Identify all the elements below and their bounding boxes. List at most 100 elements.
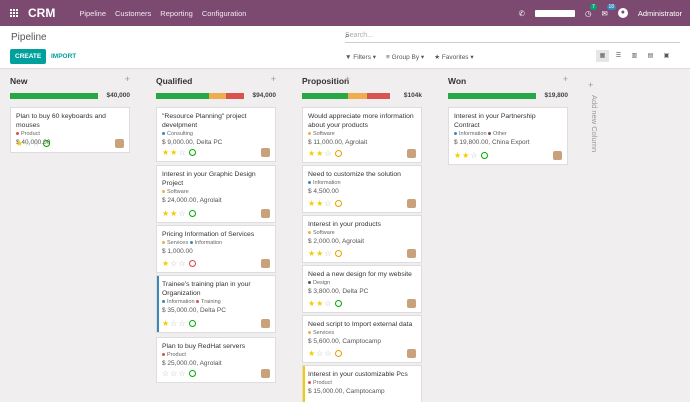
user-avatar[interactable]: ● (617, 8, 628, 18)
filters-dropdown[interactable]: ▼ Filters ▾ (345, 54, 377, 61)
card-title: "Resource Planning" project develpment (162, 113, 247, 129)
messages-badge: 18 (606, 3, 617, 10)
menu-reporting[interactable]: Reporting (160, 8, 193, 18)
kanban-card[interactable]: Interest in your customizable Pcs Produc… (302, 365, 422, 402)
avatar (261, 148, 270, 157)
activity-clock-icon[interactable] (188, 260, 196, 267)
avatar (115, 139, 124, 148)
avatar (553, 151, 562, 160)
card-value: $ 9,000.00, Delta PC (162, 139, 223, 146)
add-column-label[interactable]: Add new Column (590, 95, 599, 153)
kanban-card[interactable]: Pricing Information of Services Services… (156, 225, 276, 273)
menu-customers[interactable]: Customers (115, 8, 152, 18)
top-navbar: CRM Pipeline Customers Reporting Configu… (0, 0, 690, 26)
column-amount: $104k (403, 92, 422, 99)
activity-clock-icon[interactable] (334, 300, 342, 307)
create-button[interactable]: CREATE (10, 49, 47, 64)
card-title: Trainee's training plan in your Organiza… (162, 281, 251, 297)
add-card-icon[interactable]: + (562, 74, 568, 84)
card-title: Would appreciate more information about … (308, 113, 414, 129)
kanban-card[interactable]: Need to customize the solution Informati… (302, 165, 422, 213)
add-card-icon[interactable]: + (344, 74, 350, 84)
add-card-icon[interactable]: + (270, 74, 276, 84)
column-amount: $40,000 (106, 92, 131, 99)
card-value: $ 1,000.00 (162, 248, 193, 255)
avatar (407, 299, 416, 308)
column-won: Won + $19,800 Interest in your Partnershi… (448, 69, 568, 165)
card-value: $ 3,800.00, Delta PC (308, 288, 369, 295)
add-column[interactable]: + Add new Column (588, 80, 602, 152)
search-input[interactable]: Search... ⌕ (345, 31, 680, 43)
card-value: $ 24,000.00, Agrolait (162, 197, 222, 204)
column-title: New (10, 76, 28, 86)
import-button[interactable]: IMPORT (51, 53, 77, 60)
activity-clock-icon[interactable] (188, 320, 196, 327)
column-progress: $94,000 (156, 91, 276, 101)
kanban-view-icon[interactable]: ▦ (596, 50, 609, 62)
column-amount: $94,000 (252, 92, 277, 99)
groupby-dropdown[interactable]: ≡ Group By ▾ (386, 54, 425, 61)
activity-badge: 7 (589, 3, 597, 10)
activity-clock-icon[interactable] (188, 149, 196, 156)
apps-menu-icon[interactable] (0, 9, 28, 17)
kanban-card[interactable]: Need script to Import external data Serv… (302, 315, 422, 363)
card-title: Interest in your customizable Pcs (308, 371, 408, 378)
search-icon[interactable]: ⌕ (345, 31, 350, 40)
activity-clock-icon[interactable] (334, 250, 342, 257)
kanban-card[interactable]: Interest in your Partnership Contract In… (448, 107, 568, 165)
activity-clock-icon[interactable] (42, 140, 50, 147)
column-progress: $40,000 (10, 91, 130, 101)
avatar (261, 369, 270, 378)
activity-clock-icon[interactable] (188, 370, 196, 377)
page-title: Pipeline (11, 32, 47, 43)
kanban-card[interactable]: Interest in your Graphic Design Project … (156, 165, 276, 223)
menu-configuration[interactable]: Configuration (201, 8, 247, 18)
systray-box[interactable] (534, 9, 575, 17)
card-value: $ 40,000.00 (16, 139, 51, 146)
kanban-card[interactable]: "Resource Planning" project develpment C… (156, 107, 276, 162)
activity-icon[interactable]: ◷ 7 (584, 3, 597, 18)
search-placeholder: Search... (345, 32, 374, 39)
avatar (407, 249, 416, 258)
avatar (261, 319, 270, 328)
control-panel: Pipeline CREATE IMPORT Search... ⌕ ▼ Filt… (0, 26, 690, 69)
messages-icon[interactable]: ✉ 18 (601, 3, 617, 18)
favorites-dropdown[interactable]: ★ Favorites ▾ (434, 54, 474, 61)
kanban-card[interactable]: Need a new design for my website Design … (302, 265, 422, 313)
add-card-icon[interactable]: + (124, 74, 130, 84)
star-icon[interactable]: ★ (16, 139, 24, 148)
kanban-card[interactable]: Would appreciate more information about … (302, 107, 422, 163)
activity-clock-icon[interactable] (334, 150, 342, 157)
card-value: $ 25,000.00, Agrolait (162, 360, 222, 367)
activity-clock-icon[interactable] (334, 200, 342, 207)
card-value: $ 19,800.00, China Export (454, 139, 530, 146)
activity-clock-icon[interactable] (480, 152, 488, 159)
user-name[interactable]: Administrator (637, 8, 682, 18)
card-title: Pricing Information of Services (162, 231, 255, 238)
menu-pipeline[interactable]: Pipeline (79, 8, 107, 18)
star-icon[interactable]: ☆ (24, 139, 32, 148)
column-title: Won (448, 76, 467, 86)
avatar (407, 199, 416, 208)
card-title: Interest in your Graphic Design Project (162, 171, 256, 187)
kanban-card[interactable]: Plan to buy 60 keyboards and mouses Prod… (10, 107, 130, 153)
graph-view-icon[interactable]: ▥ (631, 53, 638, 59)
column-new: New + $40,000 Plan to buy 60 keyboards an… (10, 69, 130, 153)
pivot-view-icon[interactable]: ▤ (647, 53, 654, 59)
card-title: Plan to buy 60 keyboards and mouses (16, 113, 106, 129)
app-brand[interactable]: CRM (28, 6, 56, 20)
calendar-view-icon[interactable]: ▣ (663, 53, 670, 59)
kanban-card[interactable]: Plan to buy RedHat servers Product $ 25,… (156, 337, 276, 383)
activity-clock-icon[interactable] (188, 210, 196, 217)
column-progress: $104k (302, 91, 422, 101)
kanban-card[interactable]: Interest in your products Software $ 2,0… (302, 215, 422, 263)
kanban-card[interactable]: Trainee's training plan in your Organiza… (156, 275, 276, 333)
column-amount: $19,800 (544, 92, 569, 99)
star-icon[interactable]: ☆ (32, 139, 40, 148)
activity-clock-icon[interactable] (334, 350, 342, 357)
column-proposition: Proposition + $104k Would appreciate more… (302, 69, 422, 402)
card-title: Need a new design for my website (308, 271, 412, 278)
add-column-icon[interactable]: + (588, 80, 594, 90)
list-view-icon[interactable]: ☰ (615, 53, 622, 59)
phone-icon[interactable]: ✆ (518, 8, 525, 18)
